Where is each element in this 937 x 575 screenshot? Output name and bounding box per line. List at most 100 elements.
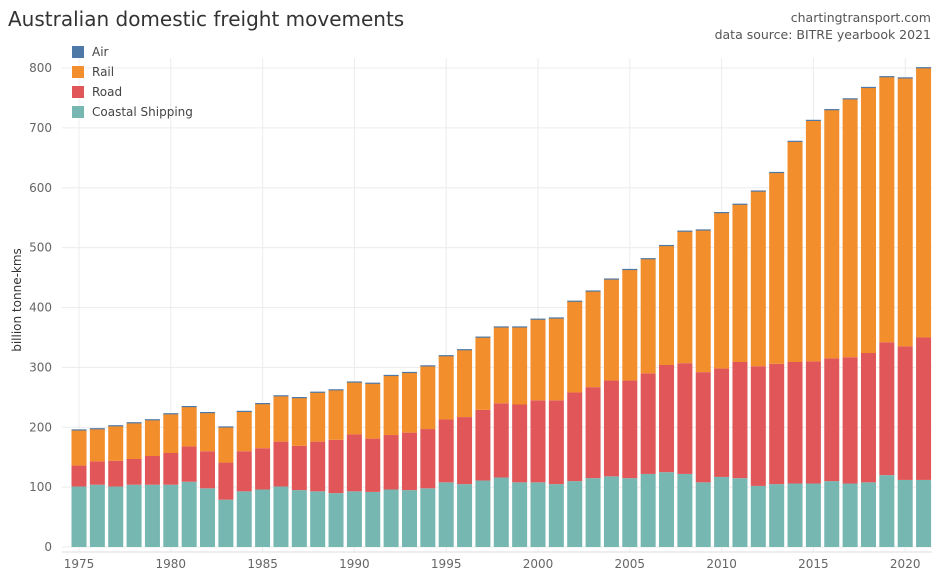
bar-segment-rail [879, 76, 895, 343]
bar-segment-coastal-shipping [200, 488, 216, 547]
bar-segment-coastal-shipping [108, 486, 124, 547]
bar-segment-coastal-shipping [493, 477, 509, 547]
bar-segment-coastal-shipping [163, 484, 179, 547]
y-tick-label: 500 [29, 241, 52, 255]
bar-segment-air [842, 98, 858, 100]
bar-segment-coastal-shipping [530, 482, 546, 547]
bar-segment-coastal-shipping [879, 475, 895, 547]
bar-segment-coastal-shipping [126, 484, 142, 547]
bar-segment-coastal-shipping [512, 482, 528, 547]
bar-segment-road [346, 434, 362, 492]
bar-segment-road [401, 432, 417, 491]
bar-segment-road [493, 403, 509, 478]
bar-segment-rail [438, 355, 454, 420]
data-source: data source: BITRE yearbook 2021 [714, 27, 931, 42]
bar-segment-road [200, 451, 216, 489]
legend-label: Air [92, 45, 109, 59]
bar-segment-rail [475, 337, 491, 410]
bar-segment-air [236, 410, 252, 412]
bar-segment-rail [401, 372, 417, 433]
bar-segment-air [897, 77, 913, 79]
bar-segment-coastal-shipping [255, 489, 271, 547]
bar-segment-coastal-shipping [567, 481, 583, 547]
bar-segment-rail [493, 327, 509, 404]
bar-segment-air [769, 171, 785, 174]
bar-segment-rail [732, 204, 748, 362]
bar-segment-road [750, 366, 766, 486]
bar-segment-air [218, 426, 234, 428]
bar-segment-rail [273, 396, 289, 442]
legend-label: Rail [92, 65, 115, 79]
bar-segment-air [310, 391, 326, 393]
bar-segment-rail [181, 406, 197, 447]
bar-segment-rail [548, 318, 564, 401]
legend-item[interactable]: Rail [72, 62, 193, 82]
bar-segment-rail [695, 230, 711, 373]
x-tick-label: 1990 [339, 557, 370, 571]
legend-swatch [72, 106, 84, 118]
legend-item[interactable]: Road [72, 82, 193, 102]
bar-segment-coastal-shipping [548, 484, 564, 547]
legend-swatch [72, 46, 84, 58]
bar-segment-road [255, 448, 271, 490]
bar-segment-rail [163, 414, 179, 453]
bar-segment-coastal-shipping [769, 484, 785, 547]
bar-segment-road [383, 435, 399, 490]
bar-segment-coastal-shipping [273, 486, 289, 547]
bar-segment-air [181, 405, 197, 408]
bar-segment-coastal-shipping [401, 490, 417, 547]
bar-segment-air [457, 349, 473, 351]
bar-segment-air [365, 382, 381, 384]
chart-title: Australian domestic freight movements [8, 7, 405, 31]
bar-segment-road [530, 400, 546, 483]
bar-segment-coastal-shipping [71, 486, 87, 547]
x-tick-label: 2020 [890, 557, 921, 571]
bar-segment-air [714, 211, 730, 214]
bar-segment-air [585, 290, 601, 292]
y-tick-label: 200 [29, 420, 52, 434]
bar-segment-road [824, 358, 840, 482]
bar-segment-coastal-shipping [603, 476, 619, 547]
bar-segment-air [860, 86, 876, 89]
bar-segment-rail [567, 301, 583, 393]
bar-segment-road [916, 337, 932, 480]
bar-segment-coastal-shipping [346, 491, 362, 547]
bar-segment-air [108, 425, 124, 427]
bar-segment-road [714, 368, 730, 477]
bar-segment-rail [860, 87, 876, 354]
y-tick-label: 600 [29, 181, 52, 195]
bar-segment-coastal-shipping [475, 480, 491, 547]
y-tick-label: 0 [44, 540, 52, 554]
bar-segment-air [89, 428, 105, 430]
bar-segment-rail [255, 403, 271, 449]
bar-segment-coastal-shipping [218, 499, 234, 547]
bar-segment-coastal-shipping [824, 481, 840, 547]
bar-segment-air [879, 76, 895, 78]
bar-segment-rail [585, 291, 601, 388]
y-axis-label: billion tonne-kms [10, 248, 24, 352]
bar-segment-rail [824, 109, 840, 359]
bar-segment-road [603, 380, 619, 477]
bar-segment-rail [144, 420, 160, 456]
bar-segment-rail [328, 390, 344, 440]
bar-segment-rail [512, 327, 528, 405]
bar-segment-road [842, 357, 858, 484]
bar-segment-road [163, 452, 179, 485]
bar-segment-air [438, 355, 454, 357]
legend-item[interactable]: Coastal Shipping [72, 102, 193, 122]
bar-segment-air [512, 326, 528, 328]
bar-segment-coastal-shipping [897, 479, 913, 547]
bar-segment-air [200, 411, 216, 414]
bar-segment-rail [805, 120, 821, 362]
bar-segment-road [273, 441, 289, 487]
bar-segment-road [512, 404, 528, 483]
bar-segment-rail [365, 383, 381, 439]
bar-segment-coastal-shipping [420, 488, 436, 547]
bar-segment-road [420, 429, 436, 489]
legend-item[interactable]: Air [72, 42, 193, 62]
bar-segment-rail [218, 427, 234, 463]
bar-segment-road [548, 400, 564, 485]
x-tick-label: 1985 [247, 557, 278, 571]
bar-segment-road [475, 409, 491, 481]
y-tick-label: 800 [29, 61, 52, 75]
